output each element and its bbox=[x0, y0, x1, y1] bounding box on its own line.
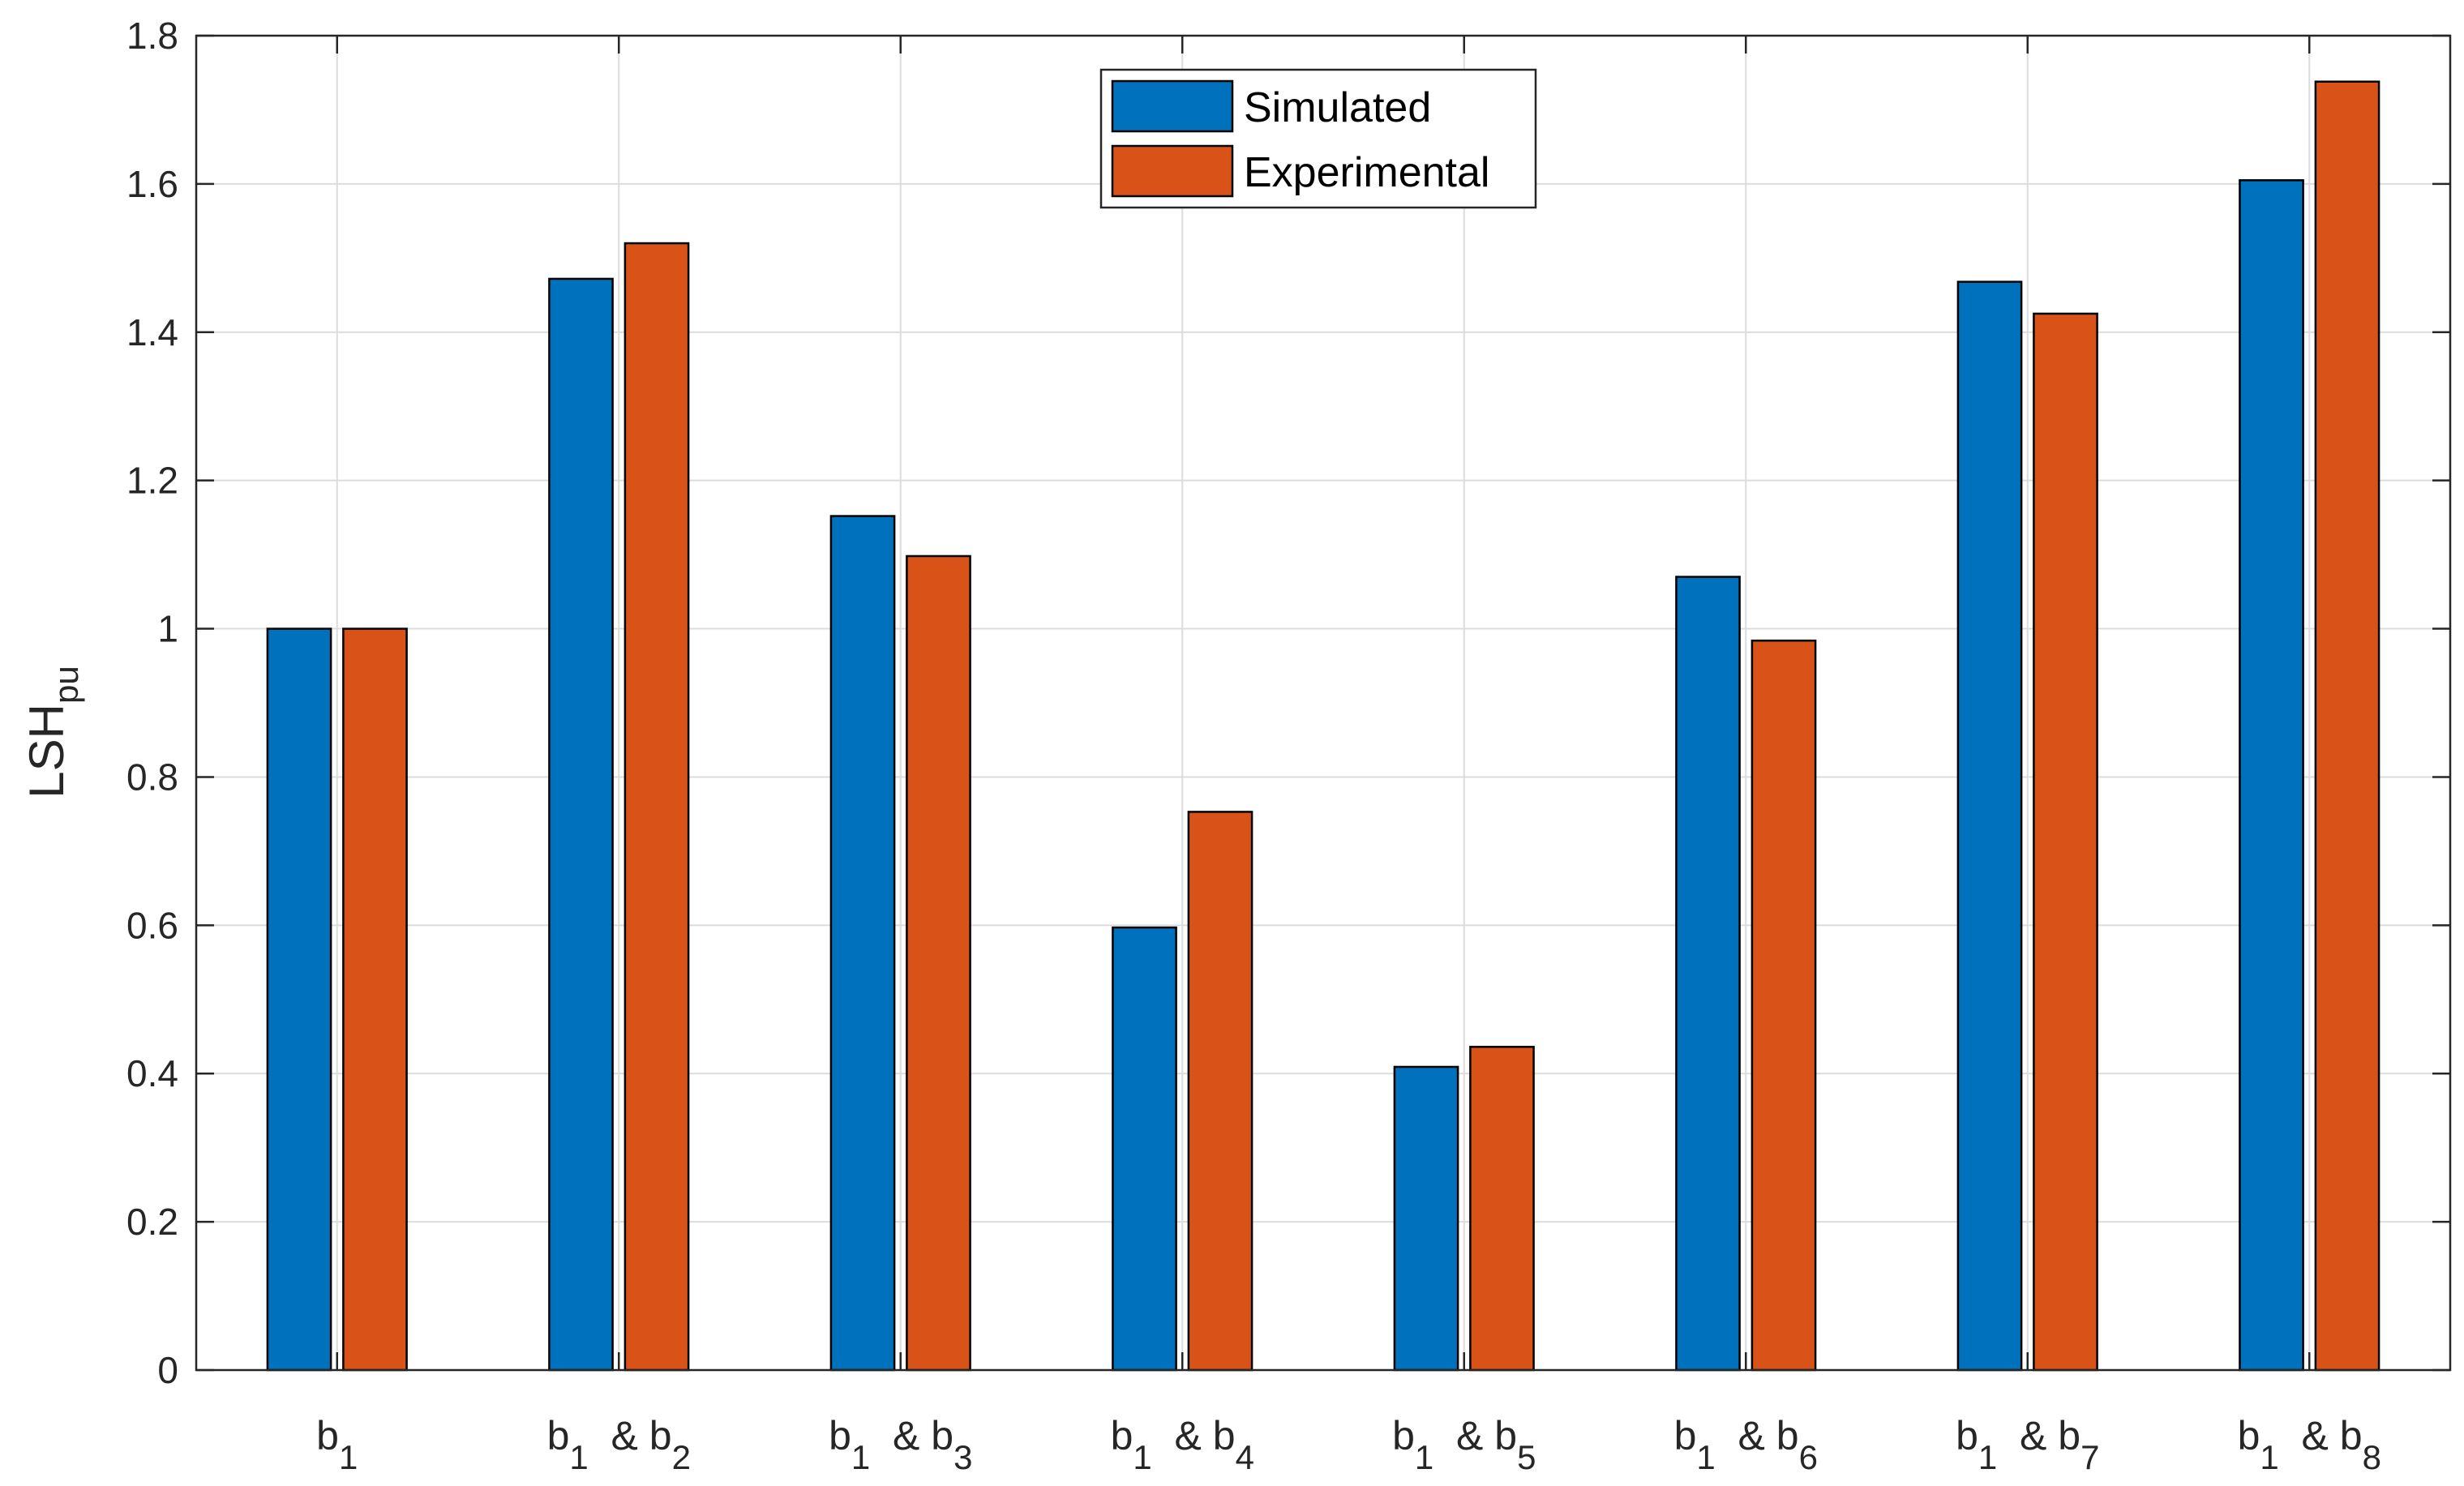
axes-box bbox=[195, 34, 2452, 1372]
x-category-label: b1 & b8 bbox=[2238, 1413, 2381, 1476]
bar-simulated-1 bbox=[266, 627, 332, 1372]
bar-experimental-3 bbox=[906, 555, 971, 1372]
bar-simulated-2 bbox=[548, 277, 614, 1372]
y-tick-label: 1 bbox=[157, 608, 178, 650]
bar-simulated-7 bbox=[1956, 280, 2023, 1372]
x-category-labels: b1 b1 & b2 b1 & b3 b1 & b4 b1 & b5 b1 & b6 b1 … bbox=[316, 1413, 2381, 1476]
bar-simulated-8 bbox=[2239, 179, 2304, 1372]
bar-experimental-7 bbox=[2033, 312, 2098, 1372]
bar-experimental-6 bbox=[1751, 639, 1817, 1372]
y-tick-label: 1.8 bbox=[126, 15, 178, 57]
x-category-label: b1 & b6 bbox=[1674, 1413, 1818, 1476]
bar-experimental-2 bbox=[623, 242, 690, 1372]
y-axis-label-sub: pu bbox=[47, 666, 85, 704]
y-tick-labels: 0 0.2 0.4 0.6 0.8 1 1.2 1.4 1.6 1.8 bbox=[126, 15, 178, 1391]
bar-experimental-8 bbox=[2314, 80, 2380, 1372]
y-tick-label: 0.8 bbox=[126, 756, 178, 798]
legend-swatch-experimental bbox=[1111, 144, 1234, 198]
x-category-label: b1 & b2 bbox=[547, 1413, 691, 1476]
bar-simulated-4 bbox=[1112, 926, 1177, 1372]
y-tick-label: 1.4 bbox=[126, 311, 178, 353]
x-category-label: b1 & b3 bbox=[829, 1413, 972, 1476]
y-tick-label: 0 bbox=[157, 1349, 178, 1391]
legend: Simulated Experimental bbox=[1099, 68, 1537, 209]
bar-experimental-4 bbox=[1187, 811, 1253, 1372]
bar-experimental-1 bbox=[342, 627, 408, 1372]
bars bbox=[266, 80, 2380, 1372]
legend-swatch-simulated bbox=[1111, 79, 1234, 133]
y-tick-label: 0.4 bbox=[126, 1052, 178, 1094]
y-axis-label: LSHpu bbox=[19, 666, 85, 798]
y-tick-label: 0.6 bbox=[126, 904, 178, 946]
y-tick-label: 0.2 bbox=[126, 1201, 178, 1243]
y-tick-label: 1.6 bbox=[126, 163, 178, 205]
legend-label-simulated: Simulated bbox=[1244, 84, 1431, 131]
bar-simulated-3 bbox=[829, 515, 896, 1372]
bar-simulated-5 bbox=[1393, 1065, 1459, 1372]
x-category-label: b1 & b4 bbox=[1111, 1413, 1254, 1476]
bar-simulated-6 bbox=[1675, 576, 1741, 1372]
x-category-label: b1 bbox=[316, 1413, 358, 1476]
legend-label-experimental: Experimental bbox=[1244, 149, 1489, 196]
x-category-label: b1 & b5 bbox=[1392, 1413, 1536, 1476]
x-category-label: b1 & b7 bbox=[1956, 1413, 2099, 1476]
y-tick-label: 1.2 bbox=[126, 460, 178, 502]
axes bbox=[195, 34, 2452, 1372]
y-axis-label-main: LSH bbox=[19, 704, 74, 799]
bar-experimental-5 bbox=[1469, 1046, 1535, 1372]
